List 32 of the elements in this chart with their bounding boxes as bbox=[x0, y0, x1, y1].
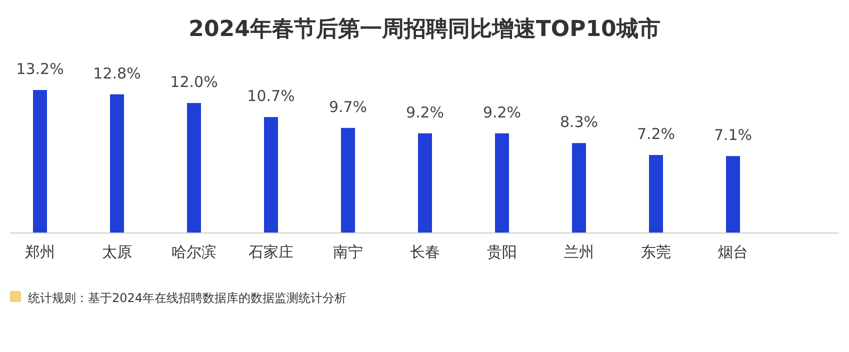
data-label: 13.2% bbox=[16, 60, 64, 78]
x-tick-label: 郑州 bbox=[25, 243, 55, 261]
data-label: 8.3% bbox=[560, 113, 598, 132]
bar bbox=[264, 117, 278, 233]
data-label: 9.2% bbox=[482, 103, 522, 122]
x-tick-label: 石家庄 bbox=[248, 243, 294, 261]
data-label: 7.2% bbox=[636, 125, 676, 143]
chart-title: 2024年春节后第一周招聘同比增速TOP10城市 bbox=[188, 16, 660, 42]
data-label: 9.2% bbox=[406, 103, 444, 122]
data-label: 12.8% bbox=[93, 64, 141, 82]
x-tick-label: 哈尔滨 bbox=[172, 243, 216, 261]
bar bbox=[110, 94, 124, 233]
x-tick-label: 南宁 bbox=[333, 243, 363, 261]
text: 统计规则：基于2024年在线招聘数据库的数据监测统计分析 bbox=[28, 291, 347, 305]
x-tick-label: 贵阳 bbox=[487, 243, 517, 261]
bar bbox=[187, 103, 201, 233]
x-tick-label: 长春 bbox=[410, 243, 440, 261]
bar bbox=[33, 90, 47, 233]
bar bbox=[341, 128, 355, 233]
data-label: 9.7% bbox=[328, 98, 368, 116]
bar bbox=[572, 143, 586, 233]
data-label: 12.0% bbox=[170, 73, 218, 91]
x-tick-label: 东莞 bbox=[641, 243, 671, 261]
x-tick-label: 兰州 bbox=[564, 243, 594, 261]
x-tick-label: 太原 bbox=[102, 243, 132, 261]
bar bbox=[726, 156, 740, 233]
x-tick-label: 烟台 bbox=[718, 243, 748, 261]
data-label: 7.1% bbox=[714, 126, 752, 144]
bar bbox=[649, 155, 663, 233]
bar bbox=[495, 133, 509, 233]
data-label: 10.7% bbox=[247, 87, 295, 106]
bar bbox=[418, 133, 432, 233]
